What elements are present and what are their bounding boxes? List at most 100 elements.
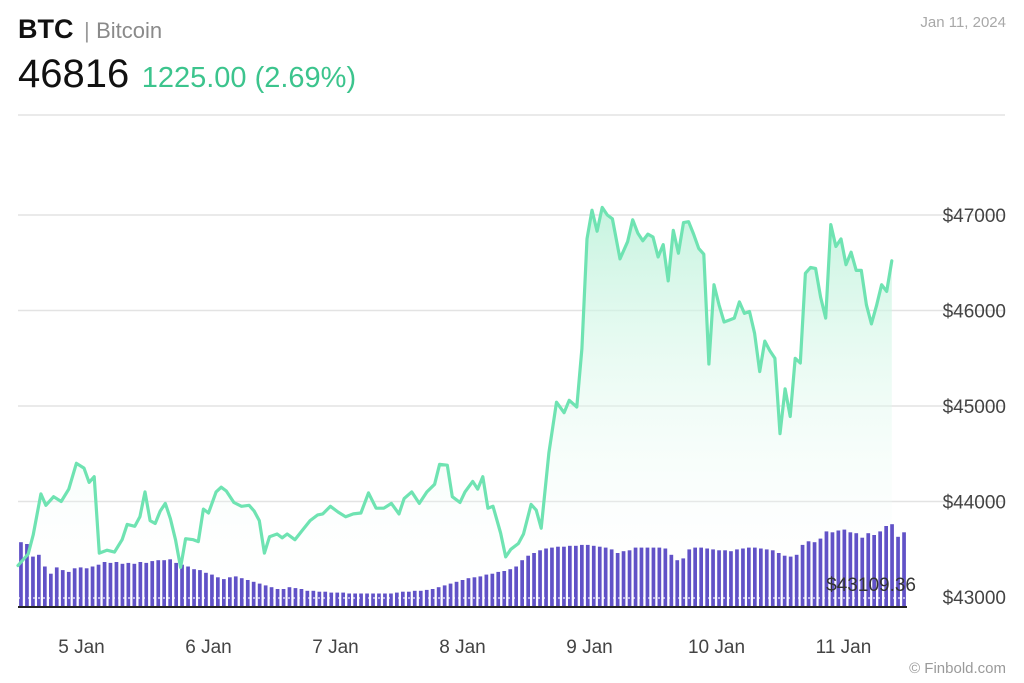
volume-bar <box>407 591 411 607</box>
volume-bar <box>150 561 155 607</box>
volume-bar <box>204 572 208 607</box>
volume-bar <box>37 554 41 607</box>
volume-bar <box>395 592 399 607</box>
volume-bar <box>389 593 393 607</box>
volume-bar <box>359 593 363 607</box>
volume-bar <box>401 591 405 607</box>
x-tick-label: 10 Jan <box>688 637 745 658</box>
volume-bar <box>353 593 357 607</box>
volume-bar <box>896 536 900 607</box>
volume-bar <box>842 529 847 607</box>
volume-bar <box>66 571 71 607</box>
volume-bar <box>782 555 787 607</box>
volume-bar <box>717 550 721 607</box>
volume-bar <box>585 544 590 607</box>
volume-bar <box>198 570 202 607</box>
volume-bar <box>323 591 328 607</box>
volume-bar <box>424 589 429 607</box>
volume-bar <box>156 560 161 607</box>
volume-bar <box>788 556 793 607</box>
volume-bar <box>699 547 703 607</box>
volume-bar <box>329 592 334 607</box>
volume-bar <box>651 547 656 607</box>
volume-bar <box>532 553 536 607</box>
volume-bar <box>251 581 256 607</box>
volume-bar <box>84 568 89 607</box>
volume-bar <box>31 556 35 607</box>
volume-bar <box>222 579 226 607</box>
volume-bar <box>645 547 650 607</box>
volume-bar <box>508 569 513 607</box>
volume-bar <box>180 564 184 607</box>
volume-bar <box>371 593 375 607</box>
volume-bar <box>830 532 835 607</box>
min-price-label: $43109.36 <box>826 575 916 596</box>
volume-bar <box>764 549 769 607</box>
volume-bar <box>78 567 83 607</box>
volume-bar <box>377 593 381 607</box>
volume-bar <box>144 562 149 607</box>
volume-bar <box>365 593 369 607</box>
volume-bar <box>299 589 304 607</box>
volume-bar <box>538 550 542 607</box>
volume-bar <box>836 530 841 607</box>
volume-bar <box>890 524 894 607</box>
volume-bar <box>418 590 423 607</box>
y-tick-label: $46000 <box>943 302 1006 323</box>
source-credit: © Finbold.com <box>909 660 1006 677</box>
volume-bar <box>120 563 125 607</box>
volume-bar <box>25 544 29 607</box>
x-axis-labels: 5 Jan 6 Jan 7 Jan 8 Jan 9 Jan 10 Jan 11 Jan <box>58 637 871 658</box>
volume-bar <box>800 544 805 607</box>
volume-bar <box>19 542 23 607</box>
volume-bar <box>550 547 554 607</box>
volume-bar <box>615 553 620 607</box>
volume-bar <box>132 563 137 607</box>
volume-bar <box>556 546 560 607</box>
volume-bar <box>239 578 244 607</box>
annotations: $43109.36 <box>826 575 916 596</box>
volume-bar <box>723 550 727 607</box>
volume-bar <box>72 568 77 607</box>
price-area <box>18 207 892 607</box>
volume-bar <box>747 547 751 607</box>
volume-bar <box>705 548 709 607</box>
y-tick-label: $45000 <box>943 397 1006 418</box>
chart-date: Jan 11, 2024 <box>920 14 1006 31</box>
volume-bar <box>633 547 638 607</box>
volume-bar <box>818 538 823 607</box>
volume-bar <box>174 562 178 607</box>
chart-header: BTC | Bitcoin <box>18 14 162 45</box>
volume-bar <box>96 564 101 607</box>
volume-bar <box>114 562 119 607</box>
x-tick-label: 5 Jan <box>58 637 104 658</box>
volume-bar <box>436 587 441 607</box>
volume-bar <box>872 535 876 607</box>
volume-bar <box>711 549 715 607</box>
y-tick-label: $44000 <box>943 493 1006 514</box>
volume-bar <box>669 554 674 607</box>
y-tick-label: $47000 <box>943 206 1006 227</box>
volume-bar <box>848 532 853 607</box>
volume-bar <box>603 547 608 607</box>
volume-bar <box>902 532 906 607</box>
volume-bar <box>812 542 817 607</box>
volume-bar <box>335 592 340 607</box>
volume-bar <box>49 573 53 607</box>
x-tick-label: 9 Jan <box>566 637 612 658</box>
volume-bar <box>753 547 757 607</box>
volume-bar <box>884 526 888 607</box>
volume-bar <box>216 577 220 607</box>
price-row: 46816 1225.00 (2.69%) <box>18 52 356 97</box>
volume-bar <box>162 560 166 607</box>
volume-bar <box>544 548 548 607</box>
volume-bar <box>317 591 322 607</box>
volume-bar <box>759 548 763 607</box>
volume-bar <box>490 573 495 607</box>
volume-bar <box>233 576 238 607</box>
y-axis-labels: $43000 $44000 $45000 $46000 $47000 <box>943 206 1006 609</box>
volume-bar <box>591 545 596 607</box>
volume-bar <box>741 548 745 607</box>
x-tick-label: 6 Jan <box>185 637 231 658</box>
price-line-layer <box>16 205 907 608</box>
